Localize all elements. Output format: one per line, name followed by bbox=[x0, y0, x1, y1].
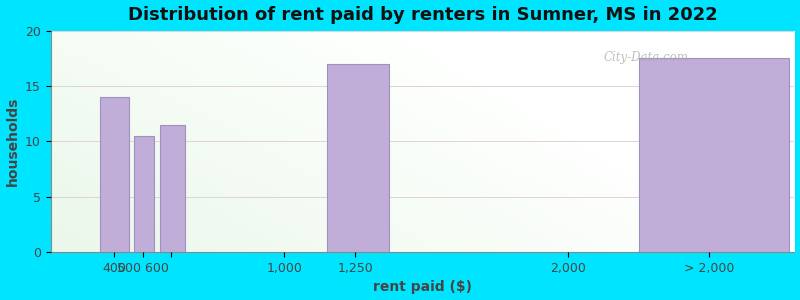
Title: Distribution of rent paid by renters in Sumner, MS in 2022: Distribution of rent paid by renters in … bbox=[128, 6, 718, 24]
Y-axis label: households: households bbox=[6, 97, 19, 186]
Text: City-Data.com: City-Data.com bbox=[603, 51, 688, 64]
Bar bbox=[638, 58, 789, 252]
X-axis label: rent paid ($): rent paid ($) bbox=[373, 280, 472, 294]
Bar bbox=[100, 97, 129, 252]
Bar bbox=[327, 64, 390, 252]
Bar bbox=[134, 136, 154, 252]
Bar bbox=[160, 125, 186, 252]
